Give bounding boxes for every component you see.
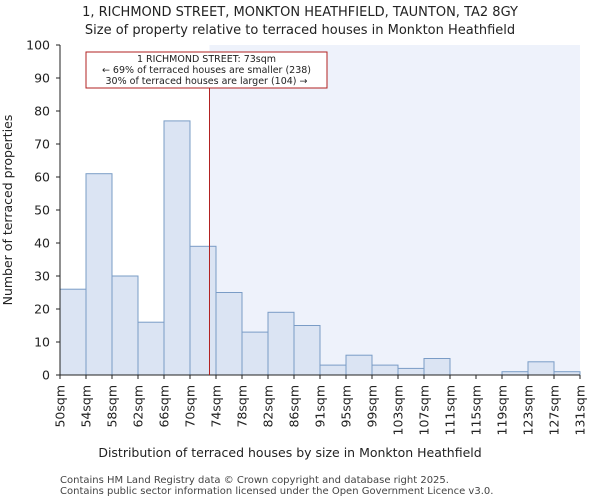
x-tick-label: 70sqm [183,385,198,428]
annotation-larger: 30% of terraced houses are larger (104) … [106,76,308,87]
x-axis-label: Distribution of terraced houses by size … [98,445,481,460]
y-tick-label: 20 [34,302,50,317]
x-tick-label: 127sqm [547,385,562,435]
y-tick-label: 10 [34,335,50,350]
y-axis-label: Number of terraced properties [0,115,15,306]
x-tick-label: 62sqm [131,385,146,428]
x-tick-label: 82sqm [261,385,276,428]
annotation-box: 1 RICHMOND STREET: 73sqm ← 69% of terrac… [85,51,328,89]
bar-54sqm [85,173,113,376]
annotation-smaller: ← 69% of terraced houses are smaller (23… [102,65,311,76]
bar-95sqm [345,354,373,376]
x-tick-label: 115sqm [469,385,484,435]
x-tick-label: 74sqm [209,385,224,428]
y-tick-label: 90 [34,71,50,86]
x-tick-label: 107sqm [417,385,432,435]
y-ticks: 0 10 20 30 40 50 60 70 80 90 100 [26,38,60,383]
y-tick-label: 40 [34,236,50,251]
x-tick-label: 95sqm [339,385,354,428]
x-tick-label: 66sqm [157,385,172,428]
bar-62sqm [137,321,165,376]
footer-line-1: Contains HM Land Registry data © Crown c… [60,475,449,486]
x-tick-label: 78sqm [235,385,250,428]
bar-103sqm [397,367,425,376]
chart-subtitle: Size of property relative to terraced ho… [85,23,515,38]
x-tick-label: 131sqm [573,385,588,435]
y-tick-label: 80 [34,104,50,119]
bar-82sqm [267,311,295,376]
x-ticks: 50sqm 54sqm 58sqm 62sqm 66sqm 70sqm 74sqm 78sqm… [53,375,588,435]
x-tick-label: 123sqm [521,385,536,435]
annotation-title: 1 RICHMOND STREET: 73sqm [137,54,276,65]
y-tick-label: 30 [34,269,50,284]
x-tick-label: 54sqm [79,385,94,428]
x-tick-label: 91sqm [313,385,328,428]
x-tick-label: 58sqm [105,385,120,428]
x-tick-label: 50sqm [53,385,68,428]
bar-70sqm [189,245,217,376]
bar-123sqm [527,361,555,376]
bar-91sqm [319,364,347,376]
bar-66sqm [163,120,191,376]
bar-107sqm [423,358,451,376]
y-tick-label: 100 [26,38,50,53]
bar-74sqm [215,292,243,376]
chart-title: 1, RICHMOND STREET, MONKTON HEATHFIELD, … [82,5,518,20]
y-tick-label: 0 [42,368,50,383]
annotation-border [85,51,328,89]
x-tick-label: 99sqm [365,385,380,428]
x-tick-label: 111sqm [443,385,458,435]
bar-99sqm [371,364,399,376]
bar-78sqm [241,331,269,376]
bar-86sqm [293,325,321,376]
y-tick-label: 70 [34,137,50,152]
y-tick-label: 60 [34,170,50,185]
x-tick-label: 86sqm [287,385,302,428]
bars-group [59,120,581,376]
x-tick-label: 119sqm [495,385,510,435]
y-tick-label: 50 [34,203,50,218]
bar-50sqm [59,288,87,376]
footer-line-2: Contains public sector information licen… [60,486,493,497]
larger-region-background [209,45,580,375]
x-tick-label: 103sqm [391,385,406,435]
bar-58sqm [111,275,139,376]
